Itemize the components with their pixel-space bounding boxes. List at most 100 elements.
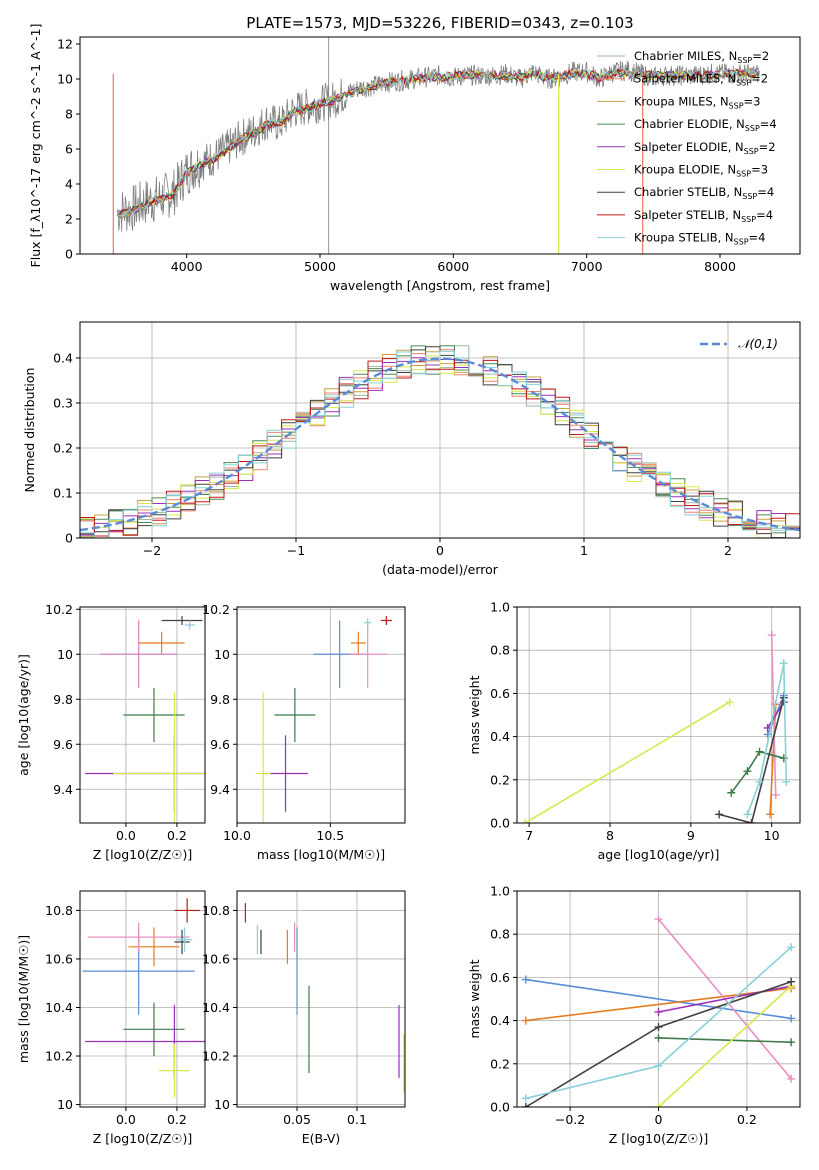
mass-weight-marker bbox=[787, 977, 796, 986]
legend-subscript: SSP bbox=[736, 79, 751, 88]
legend-nssp: =4 bbox=[749, 231, 766, 245]
legend-nssp: =4 bbox=[760, 117, 777, 131]
mass-weight-line bbox=[718, 697, 785, 823]
mass-weight-marker bbox=[654, 1007, 663, 1016]
y-tick-label: 9.8 bbox=[210, 692, 230, 707]
y-tick-label: 10.6 bbox=[45, 951, 73, 966]
axes-frame bbox=[236, 606, 406, 824]
y-tick-label: 9.6 bbox=[53, 737, 73, 752]
y-tick-label: 8 bbox=[65, 107, 73, 122]
x-tick-label: 0.0 bbox=[116, 828, 136, 843]
legend-label: Chabrier ELODIE, NSSP=4 bbox=[634, 117, 777, 133]
y-tick-label: 12 bbox=[57, 37, 73, 52]
mass-weight-marker bbox=[521, 1094, 530, 1103]
mass-weight-marker bbox=[743, 810, 752, 819]
residual-histogram bbox=[80, 350, 800, 538]
x-tick-label: 5000 bbox=[304, 259, 336, 274]
legend-subscript: SSP bbox=[736, 170, 751, 179]
y-tick-label: 10.2 bbox=[45, 1049, 73, 1064]
mass-weight-marker bbox=[766, 810, 775, 819]
mass-weight-marker bbox=[521, 975, 530, 984]
x-tick-label: 0 bbox=[436, 543, 444, 558]
x-tick-label: 0.2 bbox=[737, 1112, 757, 1127]
panel-residuals: −2 −1 0 1 2 0 0.1 0.2 0.3 0.4 (data-model)/error No… bbox=[22, 321, 801, 577]
legend-label: Kroupa STELIB, NSSP=4 bbox=[634, 231, 765, 247]
mass-weight-marker bbox=[743, 767, 752, 776]
axes-frame bbox=[79, 606, 206, 824]
y-tick-label: 10.4 bbox=[45, 1000, 73, 1015]
y-tick-label: 10.6 bbox=[202, 951, 230, 966]
panel-spectrum: 4000 5000 6000 7000 8000 0 2 4 6 8 10 12 wavelength … bbox=[28, 24, 801, 293]
mass-weight-line bbox=[524, 701, 731, 823]
axes-frame bbox=[516, 606, 801, 824]
y-tick-label: 0.1 bbox=[53, 486, 73, 501]
x-axis-label: E(B-V) bbox=[302, 1131, 341, 1146]
mass-weight-line bbox=[658, 985, 792, 1013]
x-axis-label: Z [log10(Z/Z☉)] bbox=[609, 1131, 709, 1146]
mass-weight-marker bbox=[654, 1061, 663, 1070]
y-tick-label: 0.8 bbox=[490, 927, 510, 942]
legend-nssp: =3 bbox=[744, 94, 761, 108]
x-tick-label: 8000 bbox=[704, 259, 736, 274]
y-tick-label: 2 bbox=[65, 212, 73, 227]
figure-title: PLATE=1573, MJD=53226, FIBERID=0343, z=0… bbox=[246, 14, 633, 32]
plot-area-age_vs_mass bbox=[255, 616, 392, 823]
y-tick-label: 10.2 bbox=[45, 602, 73, 617]
x-tick-label: 0.2 bbox=[167, 828, 187, 843]
x-axis-label: Z [log10(Z/Z☉)] bbox=[93, 1131, 193, 1146]
legend-label: Salpeter ELODIE, NSSP=2 bbox=[634, 140, 776, 156]
legend-label: Chabrier STELIB, NSSP=4 bbox=[634, 185, 774, 201]
legend-subscript: SSP bbox=[729, 101, 744, 110]
mass-weight-line bbox=[769, 704, 777, 815]
x-tick-label: 2 bbox=[724, 543, 732, 558]
y-axis-label: mass weight bbox=[467, 675, 482, 754]
y-tick-label: 9.8 bbox=[53, 692, 73, 707]
axes-frame bbox=[79, 890, 206, 1108]
y-tick-label: 0.2 bbox=[490, 1056, 510, 1071]
plot-area-age_vs_Z bbox=[85, 616, 205, 823]
legend-nssp: =2 bbox=[751, 72, 768, 86]
y-tick-label: 10.2 bbox=[202, 1049, 230, 1064]
y-tick-label: 10.4 bbox=[202, 1000, 230, 1015]
y-axis-label: mass weight bbox=[467, 959, 482, 1038]
y-axis-label: Normed distribution bbox=[22, 368, 37, 493]
mass-weight-marker bbox=[521, 819, 530, 823]
legend-model-name: Salpeter ELODIE, N bbox=[634, 140, 744, 154]
y-tick-label: 10 bbox=[57, 72, 73, 87]
x-tick-label: 0.0 bbox=[116, 1112, 136, 1127]
x-tick-label: 0.1 bbox=[347, 1112, 367, 1127]
x-tick-label: 6000 bbox=[437, 259, 469, 274]
model-fit-line bbox=[116, 67, 759, 218]
y-tick-label: 0.2 bbox=[490, 772, 510, 787]
legend-label: Salpeter MILES, NSSP=2 bbox=[634, 72, 768, 88]
plot-area-spectrum bbox=[112, 37, 760, 254]
mass-weight-marker bbox=[755, 747, 764, 756]
y-tick-label: 6 bbox=[65, 142, 73, 157]
x-axis-label: age [log10(age/yr)] bbox=[598, 847, 720, 862]
legend-model-name: Chabrier STELIB, N bbox=[634, 185, 742, 199]
legend-nssp: =2 bbox=[759, 140, 776, 154]
x-axis-label: Z [log10(Z/Z☉)] bbox=[93, 847, 193, 862]
mass-weight-marker bbox=[725, 698, 734, 707]
legend-label: Kroupa ELODIE, NSSP=3 bbox=[634, 163, 768, 179]
legend-model-name: Kroupa ELODIE, N bbox=[634, 163, 736, 177]
x-tick-label: 8 bbox=[606, 828, 614, 843]
mass-weight-marker bbox=[521, 1016, 530, 1025]
plot-area-mw_vs_age bbox=[521, 631, 791, 823]
x-tick-label: 0 bbox=[655, 1112, 663, 1127]
legend-subscript: SSP bbox=[737, 56, 752, 65]
y-tick-label: 0.2 bbox=[53, 441, 73, 456]
x-axis-label: mass [log10(M/M☉)] bbox=[257, 847, 385, 862]
mass-weight-marker bbox=[654, 1023, 663, 1032]
y-tick-label: 10 bbox=[214, 647, 230, 662]
mass-weight-line bbox=[658, 1037, 792, 1043]
legend-subscript: SSP bbox=[741, 215, 756, 224]
y-tick-label: 9.4 bbox=[53, 782, 73, 797]
panel-mass_vs_ebv: 0.05 0.1 10 10.2 10.4 10.6 10.8 E(B-V) bbox=[202, 890, 406, 1146]
mass-weight-marker bbox=[654, 1103, 663, 1107]
y-tick-label: 0.6 bbox=[490, 970, 510, 985]
y-tick-label: 10.2 bbox=[202, 602, 230, 617]
legend-nssp: =2 bbox=[752, 49, 769, 63]
mass-weight-marker bbox=[782, 777, 791, 786]
mass-weight-marker bbox=[654, 1033, 663, 1042]
